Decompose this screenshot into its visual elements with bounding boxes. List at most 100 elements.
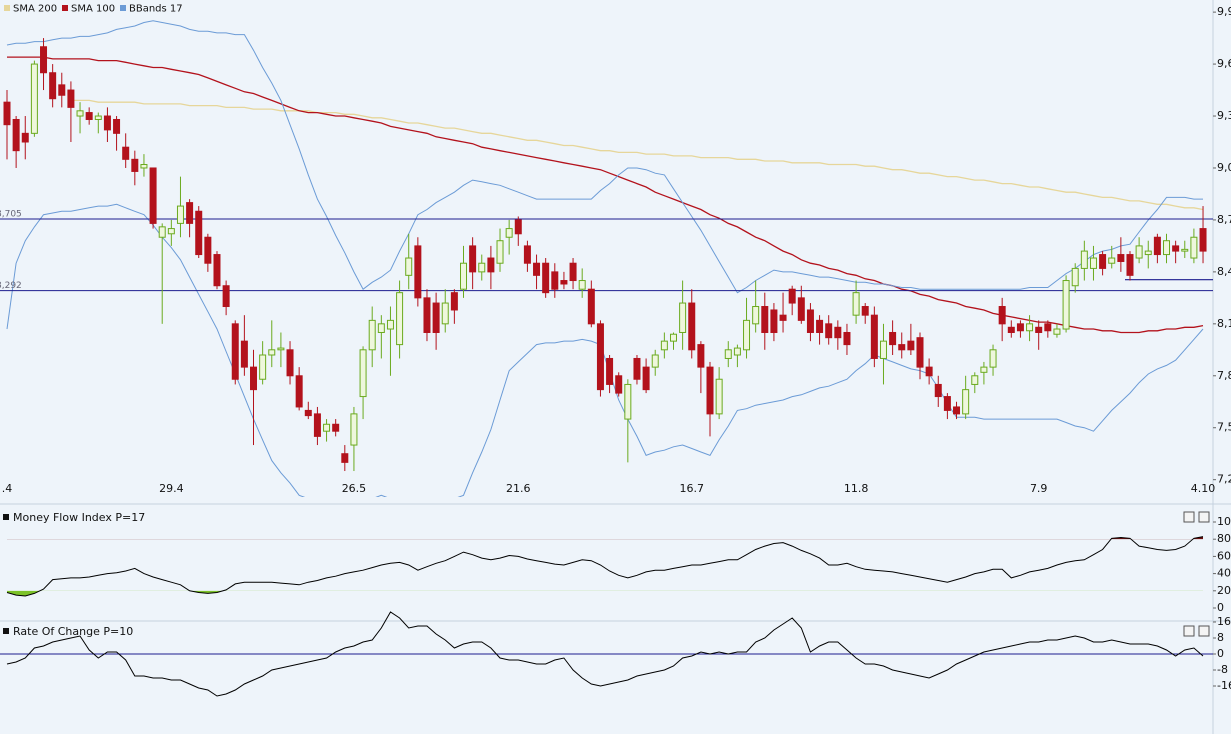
candle-down [432, 302, 440, 333]
legend-label: SMA 200 [13, 4, 57, 15]
candle-down [1153, 236, 1161, 256]
candle-up [660, 340, 668, 351]
candle-down [487, 257, 495, 273]
candle-up [733, 347, 741, 356]
candle-up [460, 262, 467, 290]
y-tick-label: 0 [1217, 647, 1224, 660]
candle-down [706, 366, 714, 415]
candle-down [889, 331, 897, 346]
candle-up [651, 354, 659, 368]
y-tick-label: 40 [1217, 567, 1231, 580]
candle-down [222, 285, 230, 308]
candle-down [85, 112, 93, 120]
candle-down [533, 262, 541, 276]
candle-up [441, 302, 449, 325]
roc-plot [0, 611, 1213, 697]
candle-down [870, 314, 878, 359]
candle-down [240, 340, 248, 368]
candle-up [669, 333, 677, 342]
panel-title: Money Flow Index P=17 [13, 511, 145, 524]
y-tick-label: 8,4 [1217, 265, 1231, 278]
candle-down [295, 375, 303, 408]
candle-down [916, 337, 924, 368]
panel-icon [3, 514, 9, 520]
candle-up [478, 262, 486, 273]
panel-button[interactable] [1183, 625, 1195, 637]
h-line-label: 8,705 [0, 210, 22, 220]
candle-down [596, 323, 604, 391]
candle-up [679, 302, 687, 333]
legend-label: BBands 17 [129, 4, 183, 15]
candle-down [204, 236, 212, 264]
candle-up [30, 63, 38, 134]
y-tick-label: 9,6 [1217, 57, 1231, 70]
y-tick-label: 9,0 [1217, 161, 1231, 174]
y-tick-label: -8 [1217, 663, 1228, 676]
candle-down [542, 262, 550, 294]
candle-up [989, 349, 997, 368]
candle-down [806, 309, 814, 333]
candle-down [149, 167, 157, 224]
candle-down [304, 409, 312, 417]
candle-down [3, 101, 11, 126]
candle-down [587, 288, 595, 325]
candle-down [1126, 254, 1134, 276]
candle-down [953, 406, 961, 415]
candle-down [21, 132, 29, 143]
y-tick-label: 0 [1217, 601, 1224, 614]
candle-down [67, 89, 75, 108]
legend-swatch [4, 5, 10, 11]
candle-down [861, 306, 869, 316]
x-tick-label: 26.5 [342, 482, 367, 495]
candle-down [40, 46, 48, 74]
candle-down [195, 210, 203, 256]
candle-up [350, 413, 358, 446]
candle-up [1026, 323, 1034, 332]
candle-down [523, 245, 531, 264]
candle-up [980, 366, 988, 373]
candle-up [268, 349, 276, 356]
y-tick-label: 7,5 [1217, 421, 1231, 434]
y-tick-label: 8 [1217, 631, 1224, 644]
candle-up [1181, 248, 1189, 252]
panel-title: Rate Of Change P=10 [13, 625, 133, 638]
candle-down [834, 326, 842, 339]
candle-up [1071, 267, 1079, 287]
candle-down [560, 280, 568, 285]
candle-up [715, 378, 723, 415]
y-tick-label: 100 [1217, 515, 1231, 528]
candle-down [286, 349, 294, 377]
candle-down [797, 297, 805, 321]
candle-down [12, 118, 20, 152]
candle-down [843, 331, 851, 346]
y-tick-label: 16 [1217, 615, 1231, 628]
candle-down [1044, 323, 1052, 332]
y-tick-label: 8,7 [1217, 213, 1231, 226]
candle-down [131, 158, 139, 172]
y-tick-label: 9,9 [1217, 5, 1231, 18]
y-tick-label: 8,1 [1217, 317, 1231, 330]
candle-up [323, 423, 331, 432]
price-plot: 8,705 8,292 [0, 20, 1213, 497]
candle-down [569, 262, 577, 282]
candle-down [825, 323, 833, 339]
candle-down [1117, 254, 1125, 262]
candle-down [1016, 323, 1024, 332]
bband-lower [6, 203, 1204, 497]
candle-down [469, 245, 477, 273]
candle-down [514, 219, 522, 235]
candle-down [1172, 245, 1180, 252]
panel-close-button[interactable] [1198, 625, 1210, 637]
candle-up [1144, 250, 1152, 256]
panel-close-button[interactable] [1198, 511, 1210, 523]
x-tick-label: 29.4 [159, 482, 184, 495]
candle-down [898, 344, 906, 351]
candle-down [1007, 326, 1015, 333]
candle-up [624, 383, 632, 420]
panel-button[interactable] [1183, 511, 1195, 523]
candle-up [962, 389, 970, 415]
candle-down [414, 245, 422, 299]
candle-down [934, 383, 942, 398]
legend-swatch [120, 5, 126, 11]
x-tick-label: 21.6 [506, 482, 531, 495]
